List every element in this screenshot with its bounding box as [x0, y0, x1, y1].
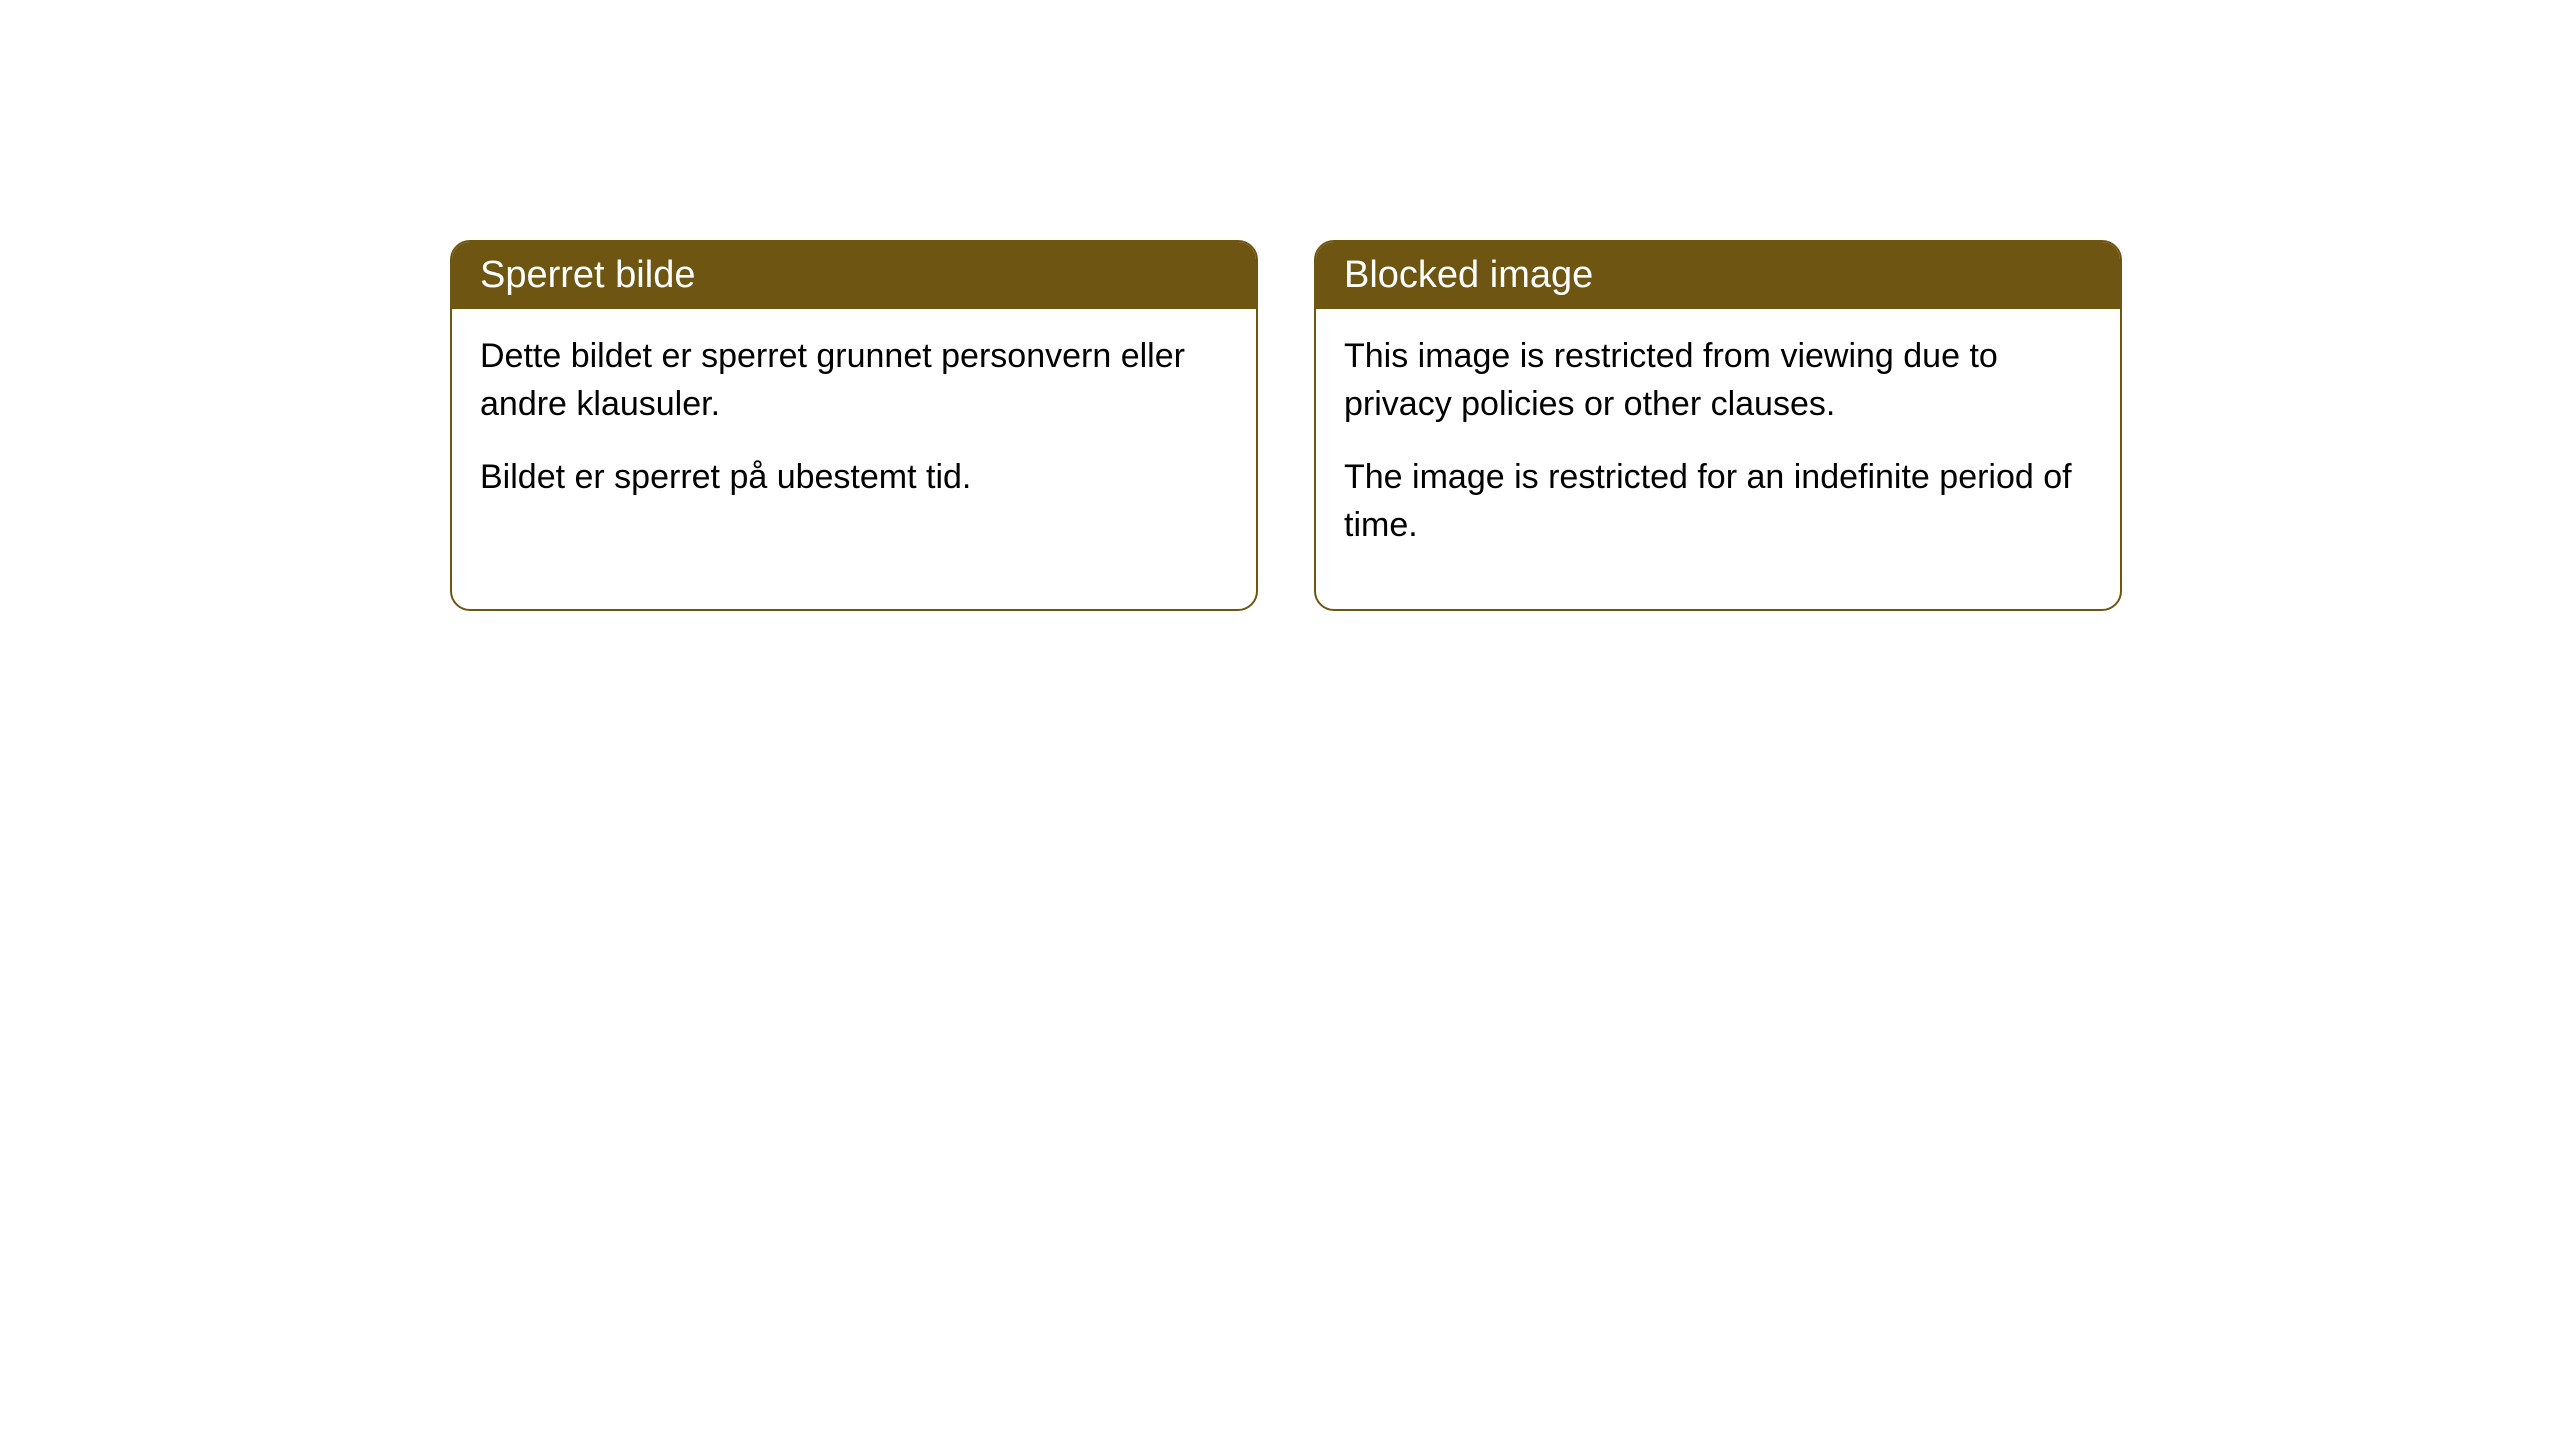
card-body-norwegian: Dette bildet er sperret grunnet personve… [452, 309, 1256, 562]
card-body-english: This image is restricted from viewing du… [1316, 309, 2120, 609]
notice-cards-container: Sperret bilde Dette bildet er sperret gr… [450, 240, 2122, 611]
blocked-image-card-english: Blocked image This image is restricted f… [1314, 240, 2122, 611]
card-duration-english: The image is restricted for an indefinit… [1344, 454, 2092, 549]
card-header-english: Blocked image [1316, 242, 2120, 309]
card-reason-english: This image is restricted from viewing du… [1344, 333, 2092, 428]
card-duration-norwegian: Bildet er sperret på ubestemt tid. [480, 454, 1228, 502]
card-reason-norwegian: Dette bildet er sperret grunnet personve… [480, 333, 1228, 428]
card-header-norwegian: Sperret bilde [452, 242, 1256, 309]
blocked-image-card-norwegian: Sperret bilde Dette bildet er sperret gr… [450, 240, 1258, 611]
